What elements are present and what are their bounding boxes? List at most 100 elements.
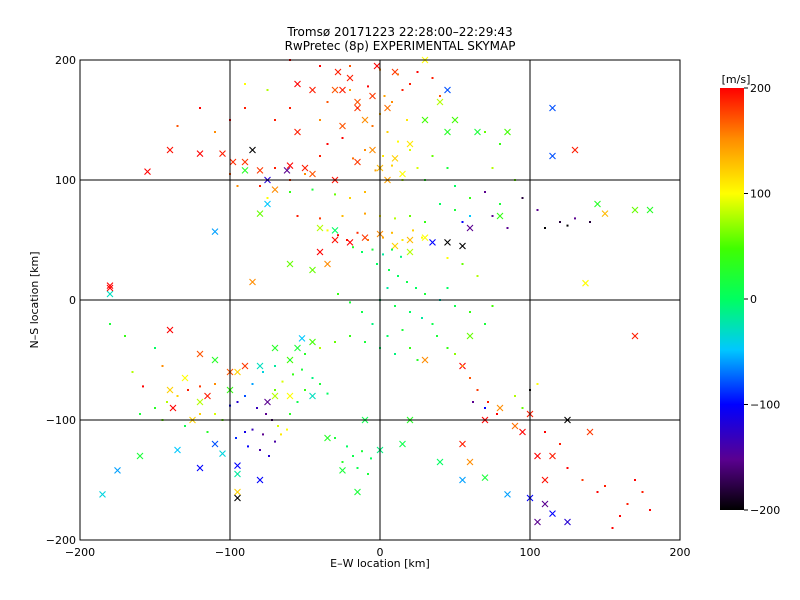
data-point-cross (331, 227, 339, 234)
data-point-dot (292, 373, 294, 376)
data-point-cross (496, 404, 504, 412)
data-point-dot (364, 191, 366, 193)
data-point-dot (484, 407, 486, 409)
data-point-dot (356, 107, 359, 109)
data-point-cross (211, 356, 219, 364)
y-tick-labels: −200 −100 0 100 200 (46, 54, 76, 547)
x-tick-label: 0 (377, 546, 384, 559)
data-point-cross (369, 92, 376, 100)
data-point-dot (371, 125, 374, 127)
data-point-dot (521, 407, 524, 409)
data-point-dot (131, 371, 134, 373)
data-point-cross (241, 167, 249, 174)
data-point-dot (109, 323, 111, 325)
data-point-dot (262, 371, 264, 373)
data-point-dot (280, 433, 282, 436)
data-point-dot (424, 221, 426, 223)
data-point-cross (549, 452, 556, 460)
data-point-dot (349, 335, 351, 337)
data-point-dot (367, 239, 369, 241)
data-point-cross (466, 332, 474, 340)
data-point-dot (416, 71, 419, 73)
data-point-dot (206, 431, 209, 433)
data-point-cross (429, 239, 436, 246)
data-point-dot (361, 251, 363, 253)
data-point-dot (386, 287, 389, 289)
data-point-cross (286, 162, 294, 169)
data-point-dot (469, 311, 471, 313)
data-point-cross (346, 74, 354, 82)
data-point-cross (406, 248, 414, 256)
data-point-cross (264, 200, 271, 208)
y-tick-label: 100 (55, 174, 76, 187)
data-point-cross (298, 335, 306, 342)
data-point-dot (611, 527, 614, 529)
data-point-dot (649, 509, 651, 511)
data-point-dot (496, 413, 498, 415)
data-point-cross (309, 86, 316, 94)
data-point-cross (241, 362, 249, 370)
data-point-dot (244, 83, 246, 85)
data-point-dot (277, 425, 279, 427)
data-point-dot (349, 301, 351, 304)
x-tick-label: 200 (670, 546, 691, 559)
colorbar-tick-label: 0 (750, 293, 757, 306)
data-point-cross (271, 344, 279, 352)
data-point-dot (334, 341, 336, 343)
data-point-dot (349, 197, 351, 199)
data-point-dot (454, 353, 456, 355)
data-point-dot (346, 239, 348, 241)
data-point-cross (136, 452, 144, 460)
data-point-dot (274, 365, 276, 367)
data-point-cross (391, 242, 399, 250)
data-point-dot (154, 407, 156, 409)
data-point-cross (256, 167, 264, 174)
colorbar-tick-label: 200 (750, 82, 771, 95)
data-point-cross (384, 104, 391, 112)
data-point-dot (406, 281, 408, 283)
data-point-dot (626, 503, 629, 505)
data-point-dot (274, 119, 276, 121)
data-point-dot (214, 383, 216, 385)
data-point-dot (187, 389, 189, 391)
colorbar-unit-label: [m/s] (722, 73, 751, 86)
data-point-dot (349, 89, 351, 91)
data-point-dot (484, 191, 486, 193)
data-point-dot (341, 215, 344, 217)
data-point-dot (259, 449, 261, 451)
data-point-cross (234, 462, 241, 469)
data-point-cross (444, 128, 451, 136)
data-point-dot (349, 65, 351, 67)
y-tick-label: −100 (46, 414, 76, 427)
data-point-cross (234, 488, 241, 496)
data-point-dot (289, 191, 291, 193)
data-point-dot (361, 311, 363, 313)
data-point-dot (352, 455, 354, 457)
data-point-cross (354, 158, 361, 166)
data-point-cross (549, 152, 556, 160)
data-point-cross (436, 98, 444, 106)
data-point-cross (459, 242, 466, 250)
data-point-dot (401, 329, 404, 331)
data-point-dot (361, 450, 363, 453)
data-point-dot (311, 377, 314, 379)
data-point-dot (319, 347, 321, 349)
data-point-cross (196, 150, 204, 157)
data-point-dot (364, 149, 366, 151)
grid-lines (80, 60, 680, 540)
data-point-cross (399, 170, 406, 178)
data-point-dot (166, 401, 168, 403)
data-point-dot (484, 323, 486, 325)
data-point-dot (370, 457, 372, 460)
data-point-cross (169, 404, 177, 412)
data-point-dot (161, 365, 164, 367)
data-point-dot (394, 305, 396, 307)
y-tick-label: 200 (55, 54, 76, 67)
x-tick-label: 100 (520, 546, 541, 559)
data-point-cross (264, 398, 271, 406)
data-point-cross (339, 122, 346, 130)
data-point-dot (352, 246, 354, 249)
data-point-dot (596, 491, 599, 493)
data-point-dot (431, 323, 434, 325)
